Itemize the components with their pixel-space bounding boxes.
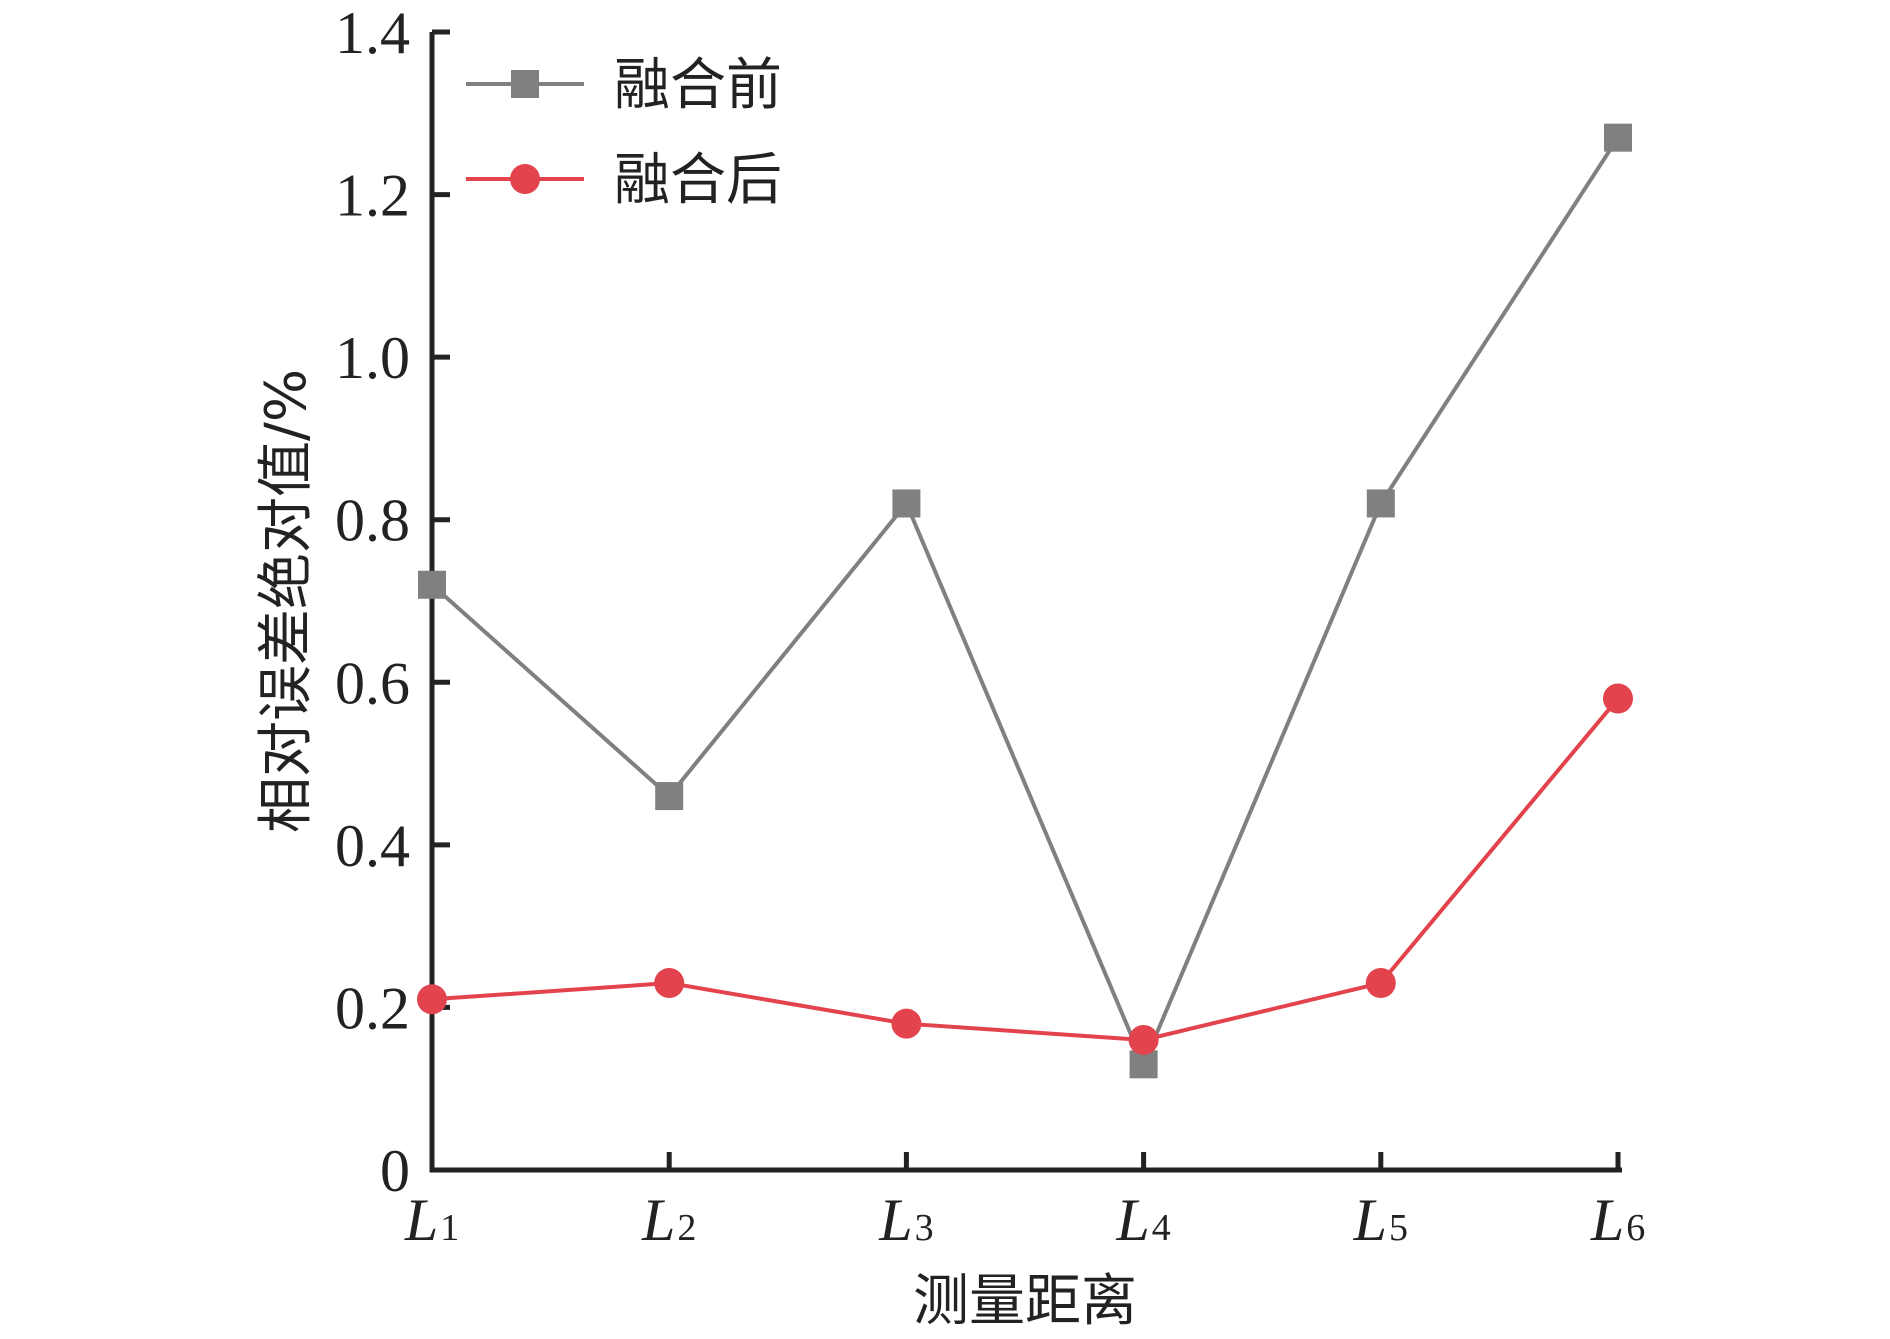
data-point-square bbox=[418, 570, 446, 599]
series-line bbox=[430, 136, 1620, 1070]
x-tick-label: L1 bbox=[404, 1187, 459, 1253]
y-axis-ticks: 0 0.2 0.4 0.6 0.8 1.0 1.2 1.4 bbox=[335, 0, 450, 1204]
series-1 bbox=[418, 123, 1632, 1079]
data-point-square bbox=[1604, 123, 1632, 152]
series-2 bbox=[417, 683, 1633, 1055]
data-point-square bbox=[1366, 489, 1395, 518]
y-tick-label: 1.0 bbox=[335, 325, 410, 391]
series-line bbox=[431, 697, 1620, 1042]
x-axis-ticks: L1 L2 L3 L4 L5 L6 bbox=[404, 1152, 1645, 1253]
y-axis-title: 相对误差绝对值/% bbox=[254, 369, 319, 833]
data-point-square bbox=[655, 782, 684, 811]
legend-marker-circle bbox=[510, 164, 540, 194]
data-point-circle bbox=[891, 1008, 922, 1039]
legend-item: 融合后 bbox=[466, 148, 782, 213]
legend-item: 融合前 bbox=[466, 53, 782, 118]
legend-label: 融合前 bbox=[614, 53, 782, 118]
data-point-circle bbox=[654, 968, 685, 999]
legend-label: 融合后 bbox=[614, 148, 782, 213]
y-tick-label: 0 bbox=[380, 1138, 410, 1204]
data-point-circle bbox=[1365, 968, 1396, 999]
x-tick-label: L2 bbox=[641, 1187, 696, 1253]
series-layer bbox=[417, 123, 1633, 1079]
data-point-circle bbox=[1128, 1024, 1159, 1055]
y-tick-label: 0.4 bbox=[335, 813, 410, 879]
x-tick-label: L6 bbox=[1590, 1187, 1645, 1253]
axes bbox=[429, 32, 1622, 1173]
x-tick-label: L5 bbox=[1353, 1187, 1408, 1253]
y-tick-label: 1.4 bbox=[335, 0, 410, 66]
data-point-circle bbox=[417, 984, 447, 1015]
data-point-square bbox=[1129, 1050, 1158, 1079]
y-tick-label: 0.2 bbox=[335, 975, 410, 1041]
data-point-circle bbox=[1603, 683, 1633, 714]
x-axis-title: 测量距离 bbox=[913, 1269, 1137, 1334]
legend-marker-square bbox=[511, 70, 539, 98]
x-tick-label: L3 bbox=[878, 1187, 933, 1253]
y-tick-label: 0.6 bbox=[335, 650, 410, 716]
data-point-square bbox=[892, 489, 921, 518]
y-tick-label: 1.2 bbox=[335, 163, 410, 229]
x-tick-label: L4 bbox=[1115, 1187, 1170, 1253]
y-tick-label: 0.8 bbox=[335, 488, 410, 554]
